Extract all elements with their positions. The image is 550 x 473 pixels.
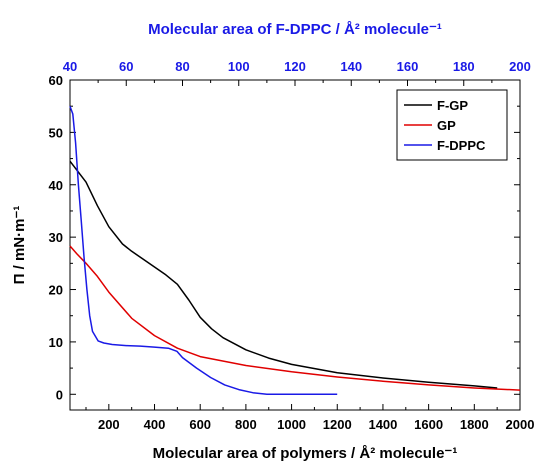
plot-frame xyxy=(69,79,521,411)
y-tick-label: 20 xyxy=(49,283,63,298)
legend-label: F-GP xyxy=(437,98,468,113)
x-top-tick-label: 100 xyxy=(228,59,250,74)
y-tick-label: 60 xyxy=(49,73,63,88)
left-axis: 0 10 20 30 40 50 60 xyxy=(49,73,76,402)
x-top-tick-label: 140 xyxy=(340,59,362,74)
legend: F-GP GP F-DPPC xyxy=(396,89,508,161)
y-tick-label: 10 xyxy=(49,335,63,350)
x-tick-label: 2000 xyxy=(506,417,535,432)
x-tick-label: 1600 xyxy=(414,417,443,432)
x-tick-label: 400 xyxy=(144,417,166,432)
x-tick-label: 600 xyxy=(189,417,211,432)
right-axis xyxy=(514,79,520,395)
y-tick-label: 40 xyxy=(49,178,63,193)
legend-label: F-DPPC xyxy=(437,138,486,153)
x-top-tick-label: 60 xyxy=(119,59,133,74)
x-tick-label: 1400 xyxy=(368,417,397,432)
x-tick-label: 1000 xyxy=(277,417,306,432)
bottom-axis-title: Molecular area of polymers / Å² molecule… xyxy=(153,445,458,462)
y-tick-label: 30 xyxy=(49,230,63,245)
x-tick-label: 1200 xyxy=(323,417,352,432)
x-top-tick-label: 40 xyxy=(63,59,77,74)
series-layer xyxy=(69,105,521,396)
top-axis-title: Molecular area of F-DPPC / Å² molecule⁻¹ xyxy=(148,21,442,38)
series-line-gp xyxy=(69,245,521,391)
y-tick-label: 50 xyxy=(49,125,63,140)
x-top-tick-label: 180 xyxy=(453,59,475,74)
series-line-f-dppc xyxy=(69,105,338,396)
y-tick-label: 0 xyxy=(56,387,63,402)
series-line-f-gp xyxy=(69,160,498,389)
x-top-tick-label: 160 xyxy=(397,59,419,74)
x-top-tick-label: 80 xyxy=(175,59,189,74)
bottom-axis: 200 400 600 800 1000 1200 1400 1600 1800 2000 xyxy=(85,404,535,432)
x-tick-label: 1800 xyxy=(460,417,489,432)
legend-label: GP xyxy=(437,118,456,133)
x-tick-label: 200 xyxy=(98,417,120,432)
x-top-tick-label: 120 xyxy=(284,59,306,74)
x-top-tick-label: 200 xyxy=(509,59,531,74)
left-axis-title: Π / mN·m⁻¹ xyxy=(11,206,28,285)
top-axis: 40 60 80 100 120 140 160 180 200 xyxy=(63,59,531,86)
x-tick-label: 800 xyxy=(235,417,257,432)
